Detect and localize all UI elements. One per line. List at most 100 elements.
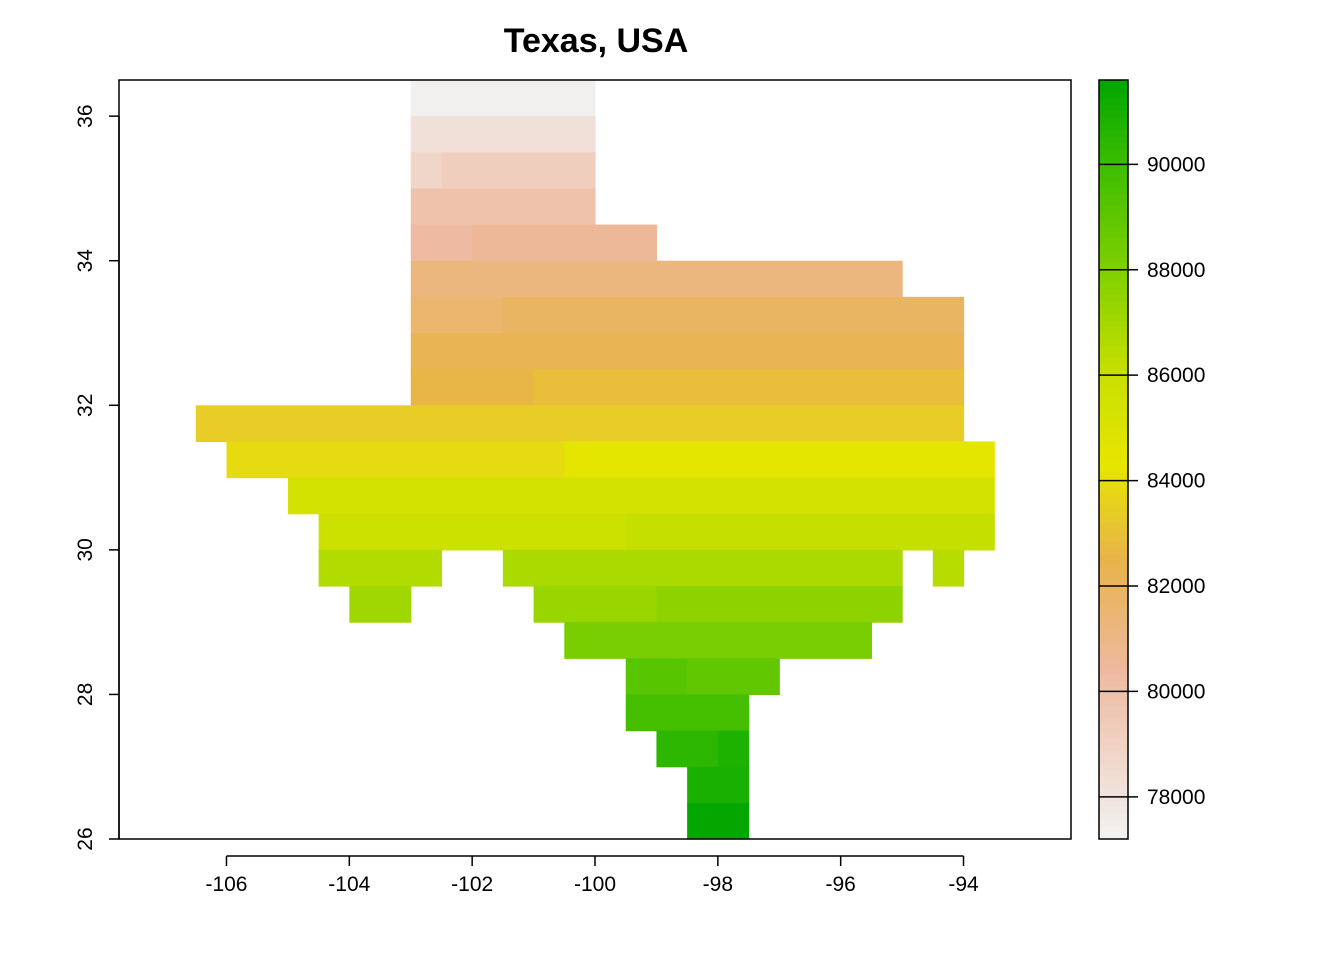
y-axis: 26 28 30 32 34 36 [74, 104, 120, 851]
legend-swatch [1099, 282, 1128, 290]
legend-swatch [1099, 801, 1128, 808]
legend-swatch [1099, 567, 1128, 574]
raster-cell [410, 260, 903, 298]
legend-swatch [1099, 668, 1128, 676]
legend-swatch [1099, 427, 1128, 435]
raster-cell [226, 441, 565, 479]
legend-swatch [1099, 269, 1128, 277]
legend-swatch [1099, 92, 1128, 100]
raster-cell [441, 152, 596, 190]
legend-swatch [1099, 554, 1128, 562]
raster-cell [687, 802, 750, 840]
legend-swatch [1099, 295, 1128, 302]
legend-swatch [1099, 187, 1128, 195]
legend-swatch [1099, 364, 1128, 372]
legend-swatch [1099, 642, 1128, 650]
y-tick-label: 30 [74, 538, 97, 561]
legend-swatch [1099, 212, 1128, 220]
raster-cell [410, 80, 596, 117]
legend-swatch [1099, 472, 1128, 480]
legend-swatch [1099, 301, 1128, 309]
legend-tick-label: 82000 [1147, 575, 1205, 598]
legend-swatch [1099, 516, 1128, 524]
legend-swatch [1099, 446, 1128, 454]
legend-swatch [1099, 579, 1128, 587]
legend-swatch [1099, 548, 1128, 555]
legend-swatch [1099, 706, 1128, 714]
legend-swatch [1099, 586, 1128, 593]
legend-swatch [1099, 832, 1128, 840]
legend-swatch [1099, 687, 1128, 695]
raster-cell [625, 694, 750, 732]
legend-swatch [1099, 326, 1128, 334]
raster-cell [656, 730, 719, 768]
raster-cell [502, 296, 965, 334]
x-tick-label: -96 [825, 873, 855, 896]
legend-swatch [1099, 193, 1128, 201]
legend-swatch [1099, 592, 1128, 600]
legend-swatch [1099, 459, 1128, 467]
legend-swatch [1099, 80, 1128, 87]
raster-cell [410, 152, 443, 190]
legend-swatch [1099, 231, 1128, 239]
x-axis: -106 -104 -102 -100 -98 -96 -94 [205, 855, 979, 896]
raster-cell [717, 730, 750, 768]
y-tick-label: 26 [74, 827, 97, 850]
legend-swatch [1099, 655, 1128, 663]
legend-swatch [1099, 769, 1128, 777]
raster-cell [318, 549, 443, 587]
legend-swatch [1099, 358, 1128, 366]
y-tick-label: 36 [74, 104, 97, 127]
legend-swatch [1099, 307, 1128, 315]
legend-swatch [1099, 699, 1128, 707]
legend-swatch [1099, 130, 1128, 138]
legend-swatch [1099, 737, 1128, 745]
legend-swatch [1099, 200, 1128, 208]
legend-swatch [1099, 744, 1128, 752]
legend-swatch [1099, 238, 1128, 246]
raster-cell [472, 224, 658, 262]
legend-swatch [1099, 396, 1128, 404]
x-tick-label: -98 [703, 873, 733, 896]
legend-swatch [1099, 86, 1128, 94]
legend-swatch [1099, 529, 1128, 536]
legend-swatch [1099, 560, 1128, 568]
legend-swatch [1099, 510, 1128, 518]
legend-swatch [1099, 813, 1128, 821]
raster-cell [533, 369, 965, 406]
legend-swatch [1099, 478, 1128, 486]
legend-swatch [1099, 149, 1128, 157]
legend-swatch [1099, 718, 1128, 726]
raster-cell [410, 333, 965, 370]
legend-swatch [1099, 105, 1128, 113]
legend-swatch [1099, 377, 1128, 385]
legend-swatch [1099, 345, 1128, 353]
legend-swatch [1099, 402, 1128, 410]
raster-cell [410, 188, 596, 226]
raster-cell [410, 116, 596, 153]
legend-swatch [1099, 820, 1128, 827]
legend-swatch [1099, 712, 1128, 720]
legend-swatch [1099, 661, 1128, 669]
raster-cell [410, 369, 535, 406]
legend-tick-label: 84000 [1147, 470, 1205, 493]
legend-swatch [1099, 763, 1128, 771]
legend-swatch [1099, 807, 1128, 815]
color-legend: 78000 80000 82000 84000 86000 88000 90000 [1098, 79, 1205, 840]
legend-swatch [1099, 421, 1128, 429]
raster-cell [533, 586, 658, 623]
legend-swatch [1099, 174, 1128, 182]
legend-swatch [1099, 503, 1128, 511]
legend-swatch [1099, 782, 1128, 789]
legend-swatch [1099, 573, 1128, 581]
legend-swatch [1099, 219, 1128, 227]
legend-swatch [1099, 415, 1128, 423]
legend-swatch [1099, 263, 1128, 271]
legend-swatch [1099, 674, 1128, 682]
raster-cell [564, 441, 995, 479]
raster-cell [625, 513, 995, 551]
legend-swatch [1099, 693, 1128, 701]
legend-swatch [1099, 155, 1128, 163]
legend-swatch [1099, 111, 1128, 119]
